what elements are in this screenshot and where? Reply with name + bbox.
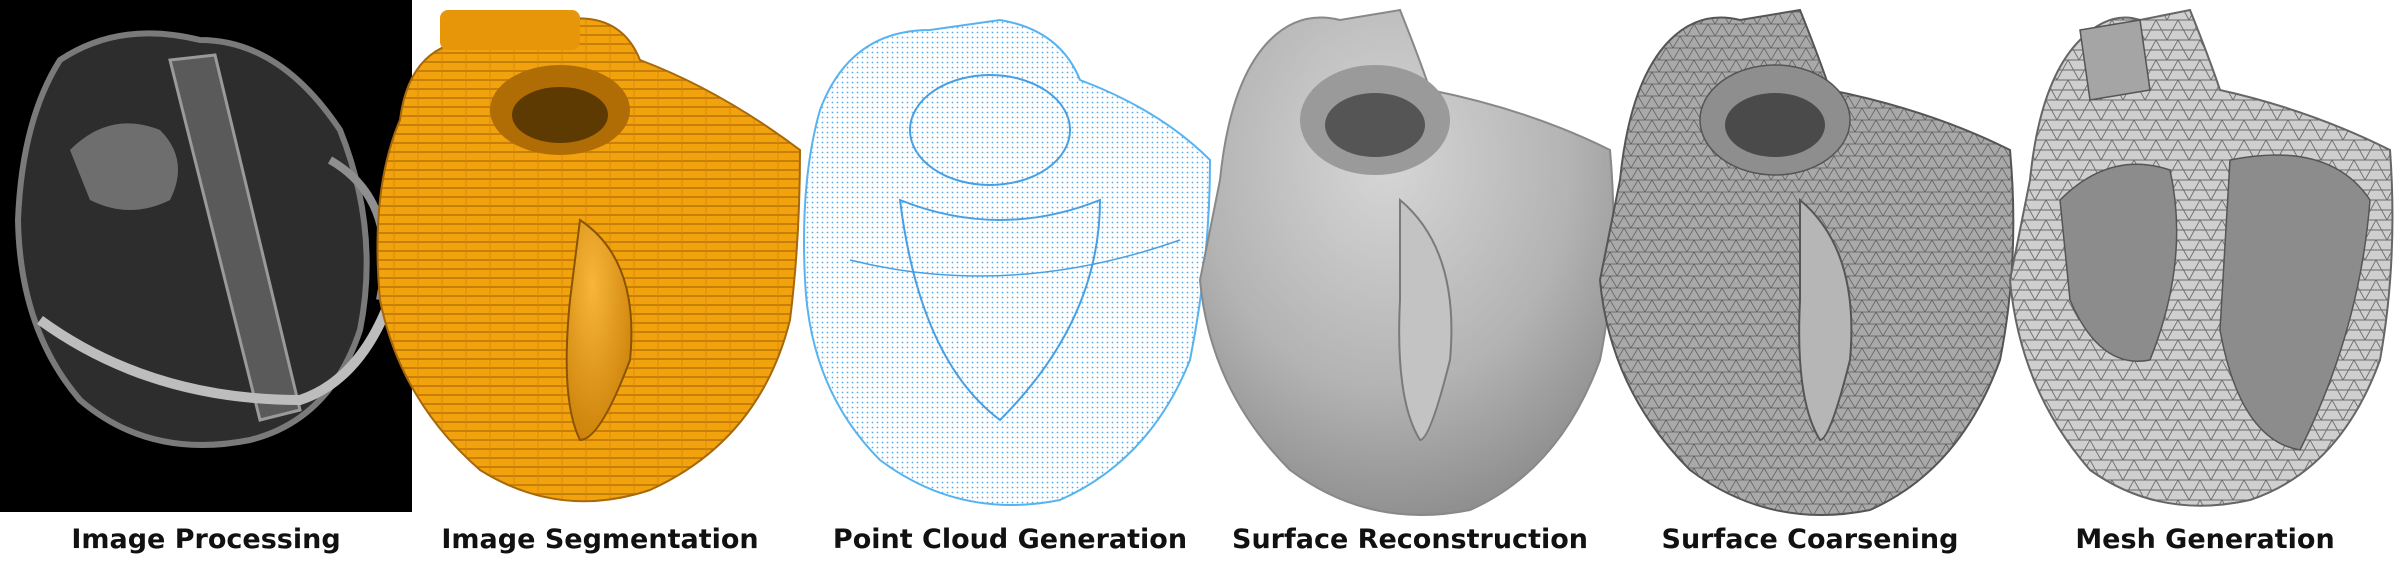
point-cloud-inner-surface <box>898 198 1102 422</box>
point-cloud-contour <box>849 239 1181 277</box>
surface-vessel <box>1398 197 1453 442</box>
segmentation-top-vessel <box>440 10 580 50</box>
mesh-top-vessel <box>2079 19 2151 101</box>
stage-label-image-segmentation: Image Segmentation <box>441 524 759 555</box>
stage-label-point-cloud-generation: Point Cloud Generation <box>832 524 1188 555</box>
ct-wall-highlight <box>37 298 395 406</box>
point-cloud-ring <box>909 74 1071 186</box>
ct-tissue-region <box>70 123 178 210</box>
stage-label-surface-coarsening: Surface Coarsening <box>1661 524 1959 555</box>
segmentation-aortic-lumen <box>512 87 608 143</box>
surface-reconstruction-heart <box>1198 8 1615 516</box>
ct-image-panel <box>0 0 412 512</box>
surface-aortic-lumen <box>1325 93 1425 157</box>
segmentation-heart <box>376 10 802 503</box>
point-cloud-heart <box>803 18 1212 506</box>
stage-label-image-processing: Image Processing <box>71 524 341 555</box>
stage-label-mesh-generation: Mesh Generation <box>2075 524 2335 555</box>
surface-coarsening-heart <box>1598 8 2015 516</box>
mesh-right-cavity <box>2219 154 2371 451</box>
coarsened-aortic-lumen <box>1725 93 1825 157</box>
ct-septum-band <box>168 53 302 422</box>
point-cloud-body <box>803 18 1212 506</box>
segmentation-vessel <box>565 218 633 442</box>
coarsened-vessel <box>1798 197 1853 442</box>
mesh-generation-heart <box>2008 8 2394 507</box>
mesh-left-cavity <box>2059 163 2178 362</box>
stage-label-surface-reconstruction: Surface Reconstruction <box>1232 524 1588 555</box>
